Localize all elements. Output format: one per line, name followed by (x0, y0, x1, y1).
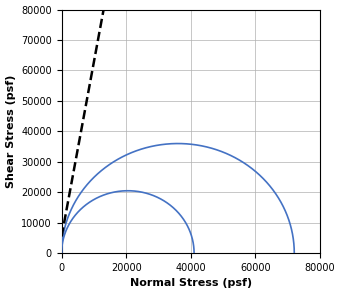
Y-axis label: Shear Stress (psf): Shear Stress (psf) (5, 75, 16, 188)
X-axis label: Normal Stress (psf): Normal Stress (psf) (130, 278, 252, 288)
